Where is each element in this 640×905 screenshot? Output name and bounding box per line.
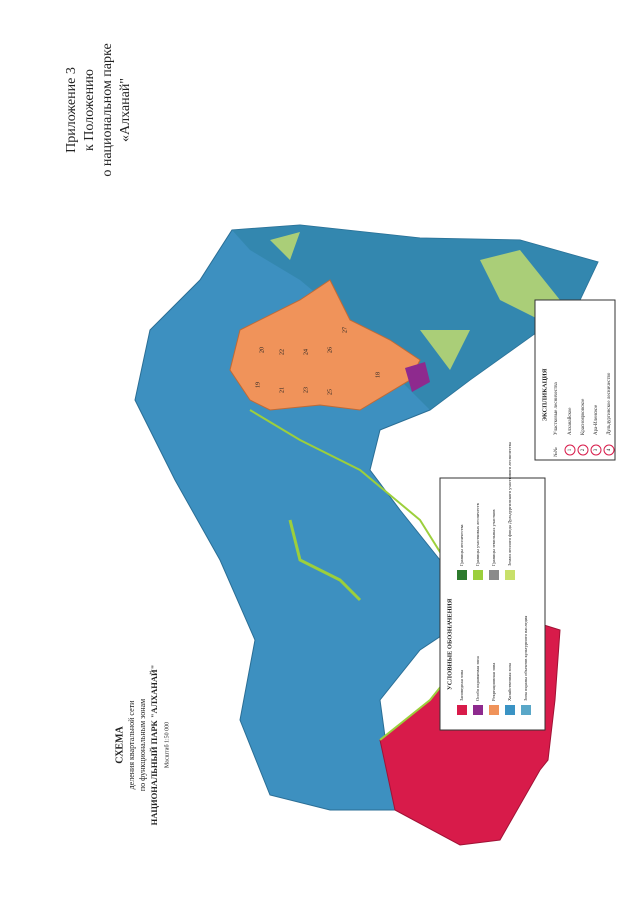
district-border xyxy=(249,409,471,601)
explication-name: Алханайское xyxy=(568,407,573,435)
title-line: НАЦИОНАЛЬНЫЙ ПАРК "АЛХАНАЙ" xyxy=(149,665,159,826)
legend-swatch xyxy=(505,705,515,715)
district-marker xyxy=(577,444,589,456)
explication-box xyxy=(534,299,616,461)
legend-swatch xyxy=(457,570,467,580)
district-marker xyxy=(590,444,602,456)
legend-swatch xyxy=(489,570,499,580)
legend-label: Заповедная зона xyxy=(459,670,464,701)
explication-header: №№ xyxy=(553,447,559,457)
quarter-label: 21 xyxy=(279,387,285,393)
quarter-label: 19 xyxy=(255,382,261,388)
quarter-label: 24 xyxy=(303,349,309,355)
forest-patches xyxy=(270,232,560,370)
header-line: о национальном парке xyxy=(100,43,115,176)
legend-label: Границы земельных участков xyxy=(491,510,496,566)
legend-box xyxy=(439,477,546,731)
title-line: СХЕМА xyxy=(114,725,125,763)
explication-number: 4 xyxy=(607,448,612,451)
explication-name: Дульдургинское лесничество xyxy=(607,372,612,435)
explication-number: 1 xyxy=(568,448,573,451)
legend-swatch xyxy=(489,705,499,715)
quarter-label: 22 xyxy=(279,349,285,355)
legend-label: Хозяйственная зона xyxy=(507,663,512,701)
protected-zone xyxy=(405,362,430,392)
quarter-label: 25 xyxy=(327,389,333,395)
quarter-label: 26 xyxy=(327,347,333,353)
header-line: к Положению xyxy=(82,69,97,151)
legend-label: Рекреационная зона xyxy=(491,663,496,701)
header-line: Приложение 3 xyxy=(64,67,79,153)
legend-title: УСЛОВНЫЕ ОБОЗНАЧЕНИЯ xyxy=(446,598,453,690)
legend-label: Зона охраны объектов культурного наследи… xyxy=(523,616,528,701)
legend-swatch xyxy=(457,705,467,715)
legend-swatch xyxy=(505,570,515,580)
legend-label: Особо охраняемая зона xyxy=(475,656,480,701)
title-line: по функциональным зонам xyxy=(138,699,147,791)
title-line: Масштаб 1:50 000 xyxy=(163,722,170,768)
explication-name: Ара-Иленское xyxy=(594,404,599,435)
legend-label: Границы участковых лесничеств xyxy=(475,503,480,566)
district-marker xyxy=(603,444,615,456)
legend-swatch xyxy=(473,705,483,715)
legend-swatch xyxy=(473,570,483,580)
legend-label: Земли лесного фонда Дульдургинского учас… xyxy=(507,442,512,566)
explication-number: 3 xyxy=(594,448,599,451)
explication-number: 2 xyxy=(581,448,586,451)
district-border xyxy=(288,519,362,602)
quarter-label: 18 xyxy=(375,372,381,378)
explication-title: ЭКСПЛИКАЦИЯ xyxy=(541,368,548,421)
title-line: деления квартальной сети xyxy=(127,700,136,790)
explication-name: Красноярковское xyxy=(581,398,586,435)
legend-label: Границы лесничества xyxy=(459,524,464,566)
district-marker xyxy=(564,444,576,456)
quarter-label: 20 xyxy=(259,347,265,353)
explication-header: Участковые лесничества xyxy=(554,381,559,435)
header-line: «Алханай" xyxy=(118,78,133,142)
quarter-label: 23 xyxy=(303,387,309,393)
legend-swatch xyxy=(521,705,531,715)
quarter-label: 27 xyxy=(342,327,348,333)
